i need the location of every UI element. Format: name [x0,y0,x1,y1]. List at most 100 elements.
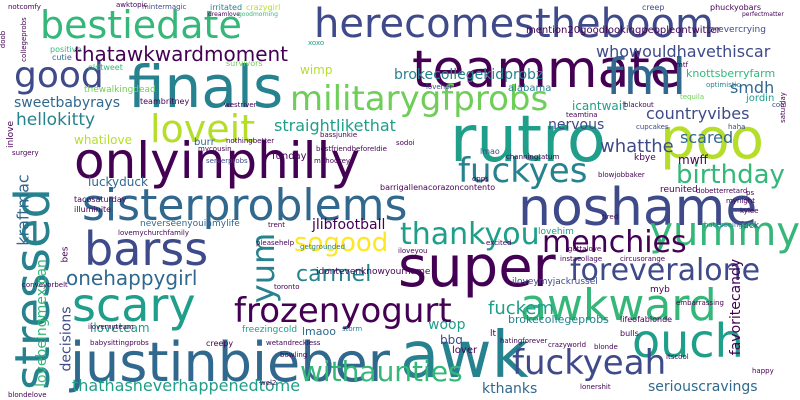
word-survivors: survivors [226,59,263,68]
word-justinbieber: justinbieber [70,331,390,394]
word-luckyduck: luckyduck [88,175,148,189]
word-storm: storm [342,325,363,333]
word-phuckyobars: phuckyobars [710,3,762,12]
word-creepy: creepy [206,339,234,348]
word-smdh: smdh [730,78,775,97]
word-circusorange: circusorange [620,255,666,263]
word-blondelove: blondelove [8,391,47,399]
word-favoritecandy: favoritecandy [728,258,745,356]
word-onehappygirl: onehappygirl [66,266,198,290]
word-serverprobs: serverprobs [206,157,248,165]
word-fuckyes: fuckyes [458,151,588,191]
word-doob: doob [0,30,8,49]
word-reunited: reunited [660,185,698,195]
word-sogood: sogood [294,228,389,258]
word-seriouscravings: seriouscravings [648,379,758,395]
word-ouch: ouch [632,314,744,368]
word-dreamlove: dreamlove [208,11,240,18]
word-bulls: bulls [620,329,639,338]
word-idontevenknowyourname: idontevenknowyourname [316,267,431,277]
word-thankyou: thankyou [400,217,540,252]
word-lt: lt [490,329,497,339]
word-babysittingprobs: babysittingprobs [90,339,149,347]
word-conveyorbelt: conveyorbelt [22,281,68,289]
word-saturday: saturday [778,92,787,123]
word-crazygirl: crazygirl [246,3,281,12]
word-jordin: jordin [746,93,775,104]
word-wetandreckless: wetandreckless [266,339,321,347]
word-militarygfprobs: militarygfprobs [290,79,549,119]
word-awkward: awkward [520,280,717,331]
word-kbye: kbye [634,153,656,163]
word-neverseenyouinmylife: neverseenyouinmylife [140,219,240,229]
word-super: super [398,235,556,300]
word-fuckem: fuckem [488,298,555,319]
word-optimistic: optimistic [706,81,741,89]
word-mynight: mynight [726,197,755,205]
word-teambritney: teambritney [140,97,190,106]
word-burr: burr [194,137,215,148]
word-bowling: bowling [280,351,308,359]
word-lmao: lmao [480,147,500,156]
word-surgery: surgery [12,149,39,157]
word-jlibfootball: jlibfootball [312,217,386,233]
word-scared: scared [680,128,734,147]
word-hellokitty: hellokitty [16,110,96,130]
word-rutro: rutro [450,103,607,177]
word-teammate: teammate [412,40,682,100]
word-birthday: birthday [676,160,785,190]
word-lovebeingmexican: lovebeingmexican [33,259,50,387]
word-barss: barss [84,222,209,276]
word-blowjobbaker: blowjobbaker [598,171,645,179]
word-gottalove: gottalove [568,245,602,253]
word-dobetterretard: dobetterretard [696,187,748,195]
word-alabama: alabama [508,83,552,94]
word-bestiedate: bestiedate [40,3,242,47]
word-tired: tired [602,213,619,221]
word-lmaoo: lmaoo [302,325,336,338]
word-whatthe: whatthe [600,136,674,157]
word-mwff: mwff [678,153,708,167]
word-teamtina: teamtina [566,111,598,119]
word-notcomfy: notcomfy [8,3,41,11]
word-withaunties: withaunties [300,355,463,388]
word-mintermagic: mintermagic [142,3,187,11]
word-countryvibes: countryvibes [646,104,750,123]
word-excited: excited [486,239,512,247]
word-cupcakes: cupcakes [636,123,669,131]
word-lovehim: lovehim [538,227,574,237]
word-collegeprobs: collegeprobs [19,17,28,62]
word-instacollage: instacollage [560,255,603,263]
word-brokecollegeprobs: brokecollegeprobs [508,313,609,326]
word-fuck: fuck [740,221,760,231]
word-kthanks: kthanks [482,381,538,397]
word-lovemychurchfamily: lovemychurchfamily [118,229,189,237]
word-nervous: nervous [548,117,605,133]
word-frozenyogurt: frozenyogurt [234,291,452,331]
word-tequila: tequila [680,93,705,101]
word-sisterproblems: sisterproblems [82,180,408,231]
word-itscool: itscool [666,353,689,361]
word-menchies: menchies [542,225,687,260]
word-awktopic: awktopic [116,1,148,9]
word-iloveteam: iloveteam [90,321,150,335]
word-lonershit: lonershit [580,383,611,391]
word-cutie: cutie [52,53,72,62]
word-kylee: kylee [740,207,759,215]
word-hateseeingsick: hateseeingsick [704,221,757,229]
word-fml: fml [606,48,687,106]
word-carmel: carmel [296,262,372,287]
word-whatilove: whatilove [74,133,132,147]
word-tacosaturday: tacosaturday [74,195,127,204]
word-barrigallenacorazoncontento: barrigallenacorazoncontento [380,183,496,192]
word-goodmorning: goodmorning [238,11,278,18]
word-iloveyou: iloveyou [398,247,428,255]
word-ps: ps [746,189,755,197]
word-getgrounded: getgrounded [300,243,346,251]
word-wimp: wimp [300,63,333,77]
word-scary: scary [72,278,196,332]
word-happy: happy [752,367,774,375]
word-nothingbetter: nothingbetter [226,137,275,145]
word-thathasneverhappenedtome: thathasneverhappenedtome [72,376,301,395]
